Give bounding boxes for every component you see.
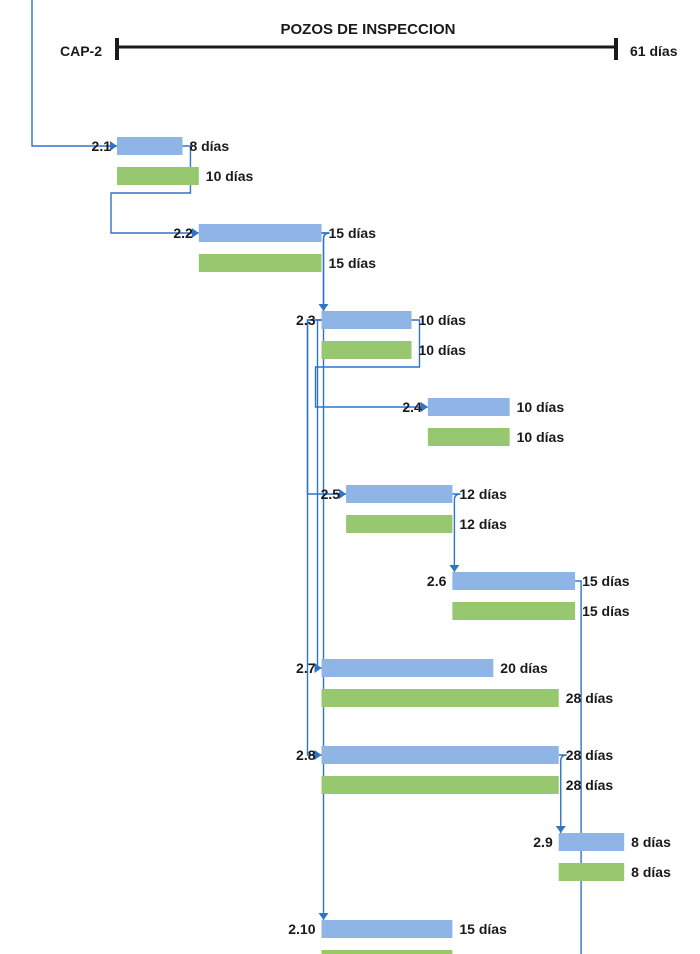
connector-arrowhead-2.3-2.5 (339, 489, 347, 499)
task-2.3-actual-bar (321, 341, 412, 359)
task-2.2-planned-duration-label: 15 días (329, 225, 377, 241)
connector-2.5-2.6 (452, 493, 461, 572)
connector-arrowhead-lead-2.1 (110, 141, 117, 151)
task-2.5-actual-duration-label: 12 días (459, 516, 507, 532)
task-2.3-id-label: 2.3 (296, 312, 316, 328)
connector-arrowhead-2.3-2.4 (420, 402, 428, 412)
task-bars: 2.1 8 días 10 días 2.2 15 días 15 días 2.3 10 d… (92, 137, 671, 954)
task-2.4-actual-duration-label: 10 días (517, 429, 565, 445)
task-2.4-planned-bar (427, 398, 510, 416)
task-2.1-planned-duration-label: 8 días (189, 138, 229, 154)
task-2.1-actual-bar (117, 167, 199, 185)
task-2.8-actual-duration-label: 28 días (566, 777, 614, 793)
connector-2.8-2.9 (558, 754, 567, 833)
connector-arrowhead-2.2-2.10 (318, 913, 329, 920)
task-2.1-id-label: 2.1 (92, 138, 112, 154)
task-2.3-planned-bar (321, 311, 412, 329)
task-2.2-id-label: 2.2 (173, 225, 193, 241)
chart-title: POZOS DE INSPECCION (280, 21, 455, 38)
task-2.2-actual-duration-label: 15 días (329, 255, 377, 271)
task-2.7-id-label: 2.7 (296, 660, 316, 676)
task-2.6-id-label: 2.6 (427, 573, 447, 589)
connector-2.2-2.3 (321, 232, 330, 311)
connector-arrowhead-2.5-2.6 (449, 565, 460, 572)
task-2.8-planned-bar (321, 746, 559, 764)
task-2.10-planned-bar (321, 920, 453, 938)
connector-trail-2.6 (575, 580, 582, 954)
task-2.6-planned-bar (452, 572, 576, 590)
task-2.9-actual-bar (558, 863, 625, 881)
task-2.9-actual-duration-label: 8 días (631, 864, 671, 880)
task-2.1-actual-duration-label: 10 días (206, 168, 254, 184)
task-2.7-planned-bar (321, 659, 494, 677)
task-2.8-id-label: 2.8 (296, 747, 316, 763)
task-2.5-planned-duration-label: 12 días (459, 486, 507, 502)
connector-2.3-2.4 (314, 319, 428, 408)
task-2.9-planned-duration-label: 8 días (631, 834, 671, 850)
task-2.2-planned-bar (198, 224, 322, 242)
summary-id-label: CAP-2 (60, 43, 102, 59)
connector-arrowhead-2.1-2.2 (191, 228, 199, 238)
task-2.10-planned-duration-label: 15 días (459, 921, 507, 937)
task-2.6-actual-duration-label: 15 días (582, 603, 630, 619)
summary-task: POZOS DE INSPECCION CAP-2 61 días (60, 21, 678, 60)
task-2.3-planned-duration-label: 10 días (418, 312, 466, 328)
task-2.4-actual-bar (427, 428, 510, 446)
summary-duration-label: 61 días (630, 43, 678, 59)
task-2.5-actual-bar (346, 515, 453, 533)
task-2.7-planned-duration-label: 20 días (500, 660, 548, 676)
task-2.6-planned-duration-label: 15 días (582, 573, 630, 589)
task-2.7-actual-bar (321, 689, 559, 707)
connector-2.2-2.10 (321, 232, 330, 920)
connector-layer (31, 0, 582, 954)
task-2.7-actual-duration-label: 28 días (566, 690, 614, 706)
task-2.10-actual-bar (321, 950, 453, 954)
connector-arrowhead-2.3-2.7 (314, 663, 322, 673)
task-2.9-id-label: 2.9 (533, 834, 553, 850)
connector-2.3-2.8 (306, 319, 322, 756)
connector-arrowhead-2.3-2.8 (314, 750, 322, 760)
connector-lead-2.1 (31, 0, 117, 147)
connector-2.1-2.2 (110, 145, 199, 234)
task-2.10-actual-duration-label: 15 días (459, 951, 507, 954)
task-2.8-planned-duration-label: 28 días (566, 747, 614, 763)
task-2.1-planned-bar (117, 137, 183, 155)
task-2.5-id-label: 2.5 (321, 486, 341, 502)
task-2.8-actual-bar (321, 776, 559, 794)
task-2.2-actual-bar (198, 254, 322, 272)
connector-arrowhead-2.8-2.9 (555, 826, 566, 833)
task-2.3-actual-duration-label: 10 días (418, 342, 466, 358)
task-2.5-planned-bar (346, 485, 453, 503)
task-2.9-planned-bar (558, 833, 625, 851)
task-2.4-planned-duration-label: 10 días (517, 399, 565, 415)
task-2.10-id-label: 2.10 (288, 921, 315, 937)
task-2.6-actual-bar (452, 602, 576, 620)
task-2.4-id-label: 2.4 (402, 399, 422, 415)
